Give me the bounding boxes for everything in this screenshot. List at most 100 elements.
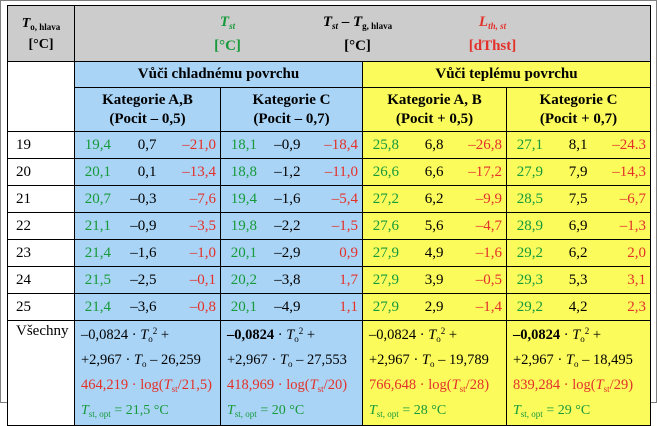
diff-value: 4,9 xyxy=(424,244,444,261)
cell-cold-ab: 20,1 0,1 –13,4 xyxy=(74,158,221,186)
summary-line2-const: – 18,495 xyxy=(582,352,633,368)
header-to-cell: To, hlava [°C] xyxy=(7,5,75,62)
category-cold-ab-title: Kategorie A,B xyxy=(102,91,193,108)
cell-cold-ab: 21,4 –1,6 –1,0 xyxy=(74,239,221,267)
summary-line2-const: – 26,259 xyxy=(150,352,201,368)
diff-value: 6,2 xyxy=(424,190,444,207)
summary-opt: 29 °C xyxy=(557,403,591,418)
lth-value: –14,3 xyxy=(612,163,646,180)
lth-value: 1,1 xyxy=(339,298,358,315)
tst-value: 20,2 xyxy=(230,271,257,288)
cell-cold-c: 20,1 –4,9 1,1 xyxy=(220,293,363,321)
header-variables-cell: Tst [°C] Tst – Tg, hlava [°C] Lth, st [d… xyxy=(74,5,651,62)
cell-cold-c: 20,2 –3,8 1,7 xyxy=(220,266,363,294)
lth-value: –18,4 xyxy=(324,136,358,153)
lth-value: –4,7 xyxy=(475,217,502,234)
cell-warm-ab: 25,8 6,8 –26,8 xyxy=(362,131,507,159)
category-warm-c-note: (Pocit + 0,7) xyxy=(539,110,618,127)
lth-value: –26,8 xyxy=(468,136,502,153)
summary-coef1: –0,0824 xyxy=(369,327,417,343)
summary-line2-const: – 27,553 xyxy=(296,352,347,368)
diff-value: 0,7 xyxy=(137,136,157,153)
tst-value: 27,1 xyxy=(516,136,543,153)
summary-line2-const: – 19,789 xyxy=(438,352,489,368)
diff-value: –1,2 xyxy=(274,163,301,180)
tst-value: 20,7 xyxy=(84,190,111,207)
lth-value: –1,3 xyxy=(619,217,646,234)
summary-label: Všechny xyxy=(7,320,75,426)
cell-cold-c: 20,1 –2,9 0,9 xyxy=(220,239,363,267)
tst-value: 27,9 xyxy=(372,298,399,315)
category-warm-ab-note: (Pocit + 0,5) xyxy=(395,110,474,127)
cell-warm-c: 29,2 4,2 2,3 xyxy=(506,293,651,321)
to-label: T xyxy=(21,15,31,31)
cell-cold-c: 18,8 –1,2 –11,0 xyxy=(220,158,363,186)
cell-warm-ab: 27,6 5,6 –4,7 xyxy=(362,212,507,240)
summary-opt: 20 °C xyxy=(271,403,305,418)
lth-value: 2,0 xyxy=(627,244,646,261)
cell-warm-ab: 27,2 6,2 –9,9 xyxy=(362,185,507,213)
cell-warm-ab: 26,6 6,6 –17,2 xyxy=(362,158,507,186)
table-row: 23 21,4 –1,6 –1,0 20,1 –2,9 0,9 27,9 4,9 –1,6 … xyxy=(7,239,651,267)
category-cold-ab: Kategorie A,B (Pocit – 0,5) xyxy=(74,87,221,132)
summary-log-coef: 766,648 xyxy=(369,377,417,393)
summary-line2-coef: +2,967 xyxy=(81,352,122,368)
summary-cold-c: –0,0824 · To2 + +2,967 · To – 27,553 418… xyxy=(220,320,363,426)
summary-line2-coef: +2,967 xyxy=(369,352,410,368)
category-warm-c: Kategorie C (Pocit + 0,7) xyxy=(506,87,651,132)
diff-value: 6,9 xyxy=(568,217,588,234)
tst-value: 28,5 xyxy=(516,190,543,207)
diff-value: –1,6 xyxy=(130,244,157,261)
diff-value: –4,9 xyxy=(274,298,301,315)
tst-value: 18,1 xyxy=(230,136,257,153)
table-row: 19 19,4 0,7 –21,0 18,1 –0,9 –18,4 25,8 6,8 –26… xyxy=(7,131,651,159)
summary-warm-ab: –0,0824 · To2 + +2,967 · To – 19,789 766… xyxy=(362,320,507,426)
lth-value: 2,3 xyxy=(627,298,646,315)
corner-empty-cell xyxy=(7,61,75,132)
tst-value: 21,4 xyxy=(84,298,111,315)
tst-value: 27,9 xyxy=(372,271,399,288)
lth-value: –1,4 xyxy=(475,298,502,315)
lth-unit: [dThst] xyxy=(468,37,517,54)
cell-cold-ab: 21,1 –0,9 –3,5 xyxy=(74,212,221,240)
lth-value: –5,4 xyxy=(331,190,358,207)
diff-label-b: T xyxy=(353,13,363,30)
lth-value: –0,8 xyxy=(189,298,216,315)
tst-value: 27,9 xyxy=(516,163,543,180)
lth-value: –24.3 xyxy=(612,136,646,153)
group-cold: Vůči chladnému povrchu xyxy=(74,61,363,88)
diff-value: 5,6 xyxy=(424,217,444,234)
tst-value: 26,6 xyxy=(372,163,399,180)
tst-value: 29,2 xyxy=(516,298,543,315)
row-to-value: 21 xyxy=(7,185,75,213)
row-to-value: 22 xyxy=(7,212,75,240)
diff-mid: – xyxy=(338,13,353,30)
summary-log-div: 29 xyxy=(613,377,629,393)
tst-value: 21,5 xyxy=(84,271,111,288)
lth-value: 3,1 xyxy=(627,271,646,288)
tst-value: 20,1 xyxy=(230,244,257,261)
cell-warm-c: 28,5 7,5 –6,7 xyxy=(506,185,651,213)
cell-cold-ab: 21,5 –2,5 –0,1 xyxy=(74,266,221,294)
diff-value: 7,9 xyxy=(568,163,588,180)
diff-value: –2,9 xyxy=(274,244,301,261)
tst-value: 28,9 xyxy=(516,217,543,234)
summary-log-div: 20 xyxy=(327,377,343,393)
lth-value: 1,7 xyxy=(339,271,358,288)
tst-value: 27,6 xyxy=(372,217,399,234)
category-warm-ab-title: Kategorie A, B xyxy=(387,91,482,108)
cell-warm-c: 29,3 5,3 3,1 xyxy=(506,266,651,294)
summary-log-coef: 464,219 xyxy=(81,377,129,393)
lth-label: L xyxy=(478,13,489,30)
table-row: 20 20,1 0,1 –13,4 18,8 –1,2 –11,0 26,6 6,6 –17… xyxy=(7,158,651,186)
summary-log-coef: 839,284 xyxy=(513,377,561,393)
summary-opt: 28 °C xyxy=(413,403,447,418)
lth-value: –1,0 xyxy=(189,244,216,261)
lth-value: –0,5 xyxy=(475,271,502,288)
row-to-value: 20 xyxy=(7,158,75,186)
tst-label: T xyxy=(219,13,230,30)
diff-value: –0,9 xyxy=(274,136,301,153)
lth-value: –11,0 xyxy=(324,163,358,180)
summary-log-coef: 418,969 xyxy=(227,377,275,393)
